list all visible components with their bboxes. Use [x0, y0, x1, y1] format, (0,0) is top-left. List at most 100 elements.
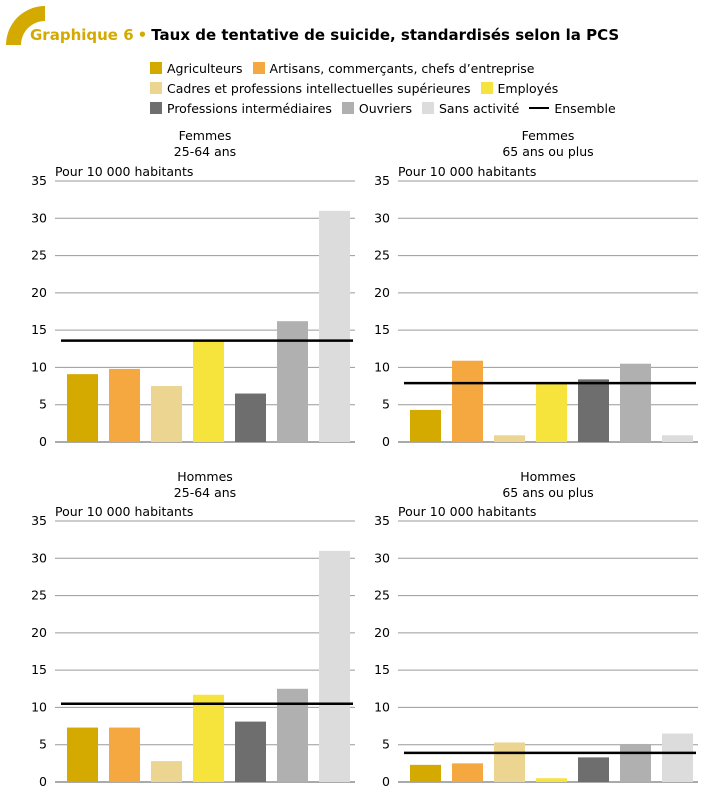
y-tick-label: 20	[31, 285, 47, 300]
y-axis-label: Pour 10 000 habitants	[55, 164, 193, 179]
y-tick-label: 35	[31, 513, 47, 528]
bar	[151, 761, 182, 782]
y-tick-label: 15	[374, 322, 390, 337]
y-tick-label: 15	[31, 662, 47, 677]
y-tick-label: 15	[31, 322, 47, 337]
legend-label: Professions intermédiaires	[167, 100, 332, 116]
bar	[410, 409, 441, 442]
y-tick-label: 35	[374, 173, 390, 188]
title-prefix: Graphique 6	[30, 26, 134, 44]
bar	[620, 363, 651, 442]
bar	[67, 374, 98, 442]
legend-item: Employés	[480, 81, 558, 96]
legend-row: Agriculteurs Artisans, commerçants, chef…	[150, 58, 710, 78]
y-tick-label: 30	[31, 210, 47, 225]
legend-swatch	[150, 62, 162, 74]
bar	[319, 210, 350, 442]
y-tick-label: 5	[39, 737, 47, 752]
chart-title: Graphique 6 • Taux de tentative de suicide…	[30, 26, 619, 44]
y-tick-label: 25	[374, 588, 390, 603]
bar	[536, 778, 567, 782]
legend-row: Cadres et professions intellectuelles su…	[150, 78, 710, 98]
y-tick-label: 30	[31, 550, 47, 565]
panel-title: Femmes	[179, 128, 232, 143]
y-tick-label: 0	[382, 434, 390, 449]
legend-label: Artisans, commerçants, chefs d’entrepris…	[269, 60, 535, 76]
panel-title: Femmes	[522, 128, 575, 143]
y-tick-label: 20	[374, 285, 390, 300]
y-tick-label: 5	[382, 737, 390, 752]
title-text: Taux de tentative de suicide, standardis…	[151, 26, 620, 44]
y-axis-label: Pour 10 000 habitants	[398, 164, 536, 179]
y-tick-label: 0	[39, 434, 47, 449]
y-tick-label: 5	[382, 397, 390, 412]
y-tick-label: 10	[31, 699, 47, 714]
y-tick-label: 10	[31, 359, 47, 374]
y-tick-label: 0	[39, 774, 47, 789]
bar	[452, 360, 483, 442]
y-tick-label: 5	[39, 397, 47, 412]
legend-item: Ouvriers	[341, 100, 412, 116]
y-tick-label: 25	[31, 248, 47, 263]
bar	[319, 550, 350, 782]
bar	[235, 393, 266, 442]
legend-item-ensemble: Ensemble	[529, 100, 616, 116]
y-tick-label: 25	[31, 588, 47, 603]
y-tick-label: 15	[374, 662, 390, 677]
y-tick-label: 0	[382, 774, 390, 789]
panel-title: Hommes	[177, 469, 233, 484]
panel-subtitle: 65 ans ou plus	[502, 485, 593, 500]
legend-label: Agriculteurs	[167, 60, 243, 76]
bar	[193, 341, 224, 442]
y-tick-label: 20	[374, 625, 390, 640]
bar	[410, 764, 441, 782]
legend-item: Artisans, commerçants, chefs d’entrepris…	[252, 60, 535, 76]
bar	[235, 721, 266, 782]
legend-item: Professions intermédiaires	[150, 101, 332, 116]
legend-swatch	[150, 82, 162, 94]
bar	[67, 727, 98, 782]
legend-swatch	[421, 102, 434, 114]
y-axis-label: Pour 10 000 habitants	[398, 504, 536, 519]
legend-swatch	[341, 102, 354, 114]
legend-label: Ouvriers	[358, 100, 412, 116]
bar	[494, 742, 525, 782]
y-tick-label: 35	[374, 513, 390, 528]
legend-swatch	[150, 102, 162, 114]
bar	[662, 733, 693, 782]
chart-header: Graphique 6 • Taux de tentative de suicide…	[0, 0, 723, 50]
y-tick-label: 35	[31, 173, 47, 188]
legend-swatch	[252, 62, 265, 74]
bar	[662, 435, 693, 442]
y-axis-label: Pour 10 000 habitants	[55, 504, 193, 519]
legend: Agriculteurs Artisans, commerçants, chef…	[150, 58, 710, 118]
bar	[452, 763, 483, 782]
y-tick-label: 10	[374, 699, 390, 714]
bar	[109, 727, 140, 782]
panel-title: Hommes	[520, 469, 576, 484]
legend-row: Professions intermédiaires Ouvriers Sans…	[150, 98, 710, 118]
y-tick-label: 25	[374, 248, 390, 263]
bar	[620, 743, 651, 782]
legend-item: Cadres et professions intellectuelles su…	[150, 81, 471, 96]
bar	[536, 383, 567, 442]
panel-subtitle: 65 ans ou plus	[502, 144, 593, 159]
y-tick-label: 30	[374, 210, 390, 225]
bar	[578, 757, 609, 782]
y-tick-label: 20	[31, 625, 47, 640]
legend-item: Agriculteurs	[150, 61, 243, 76]
title-dot: •	[137, 26, 148, 44]
legend-label: Ensemble	[554, 100, 616, 116]
bar	[277, 321, 308, 442]
legend-line-swatch	[529, 107, 550, 109]
bar	[494, 435, 525, 442]
legend-label: Cadres et professions intellectuelles su…	[167, 80, 471, 96]
bar	[151, 386, 182, 442]
legend-label: Sans activité	[438, 100, 520, 116]
bar	[578, 379, 609, 442]
bar	[193, 694, 224, 782]
y-tick-label: 10	[374, 359, 390, 374]
y-tick-label: 30	[374, 550, 390, 565]
legend-swatch	[480, 82, 493, 94]
